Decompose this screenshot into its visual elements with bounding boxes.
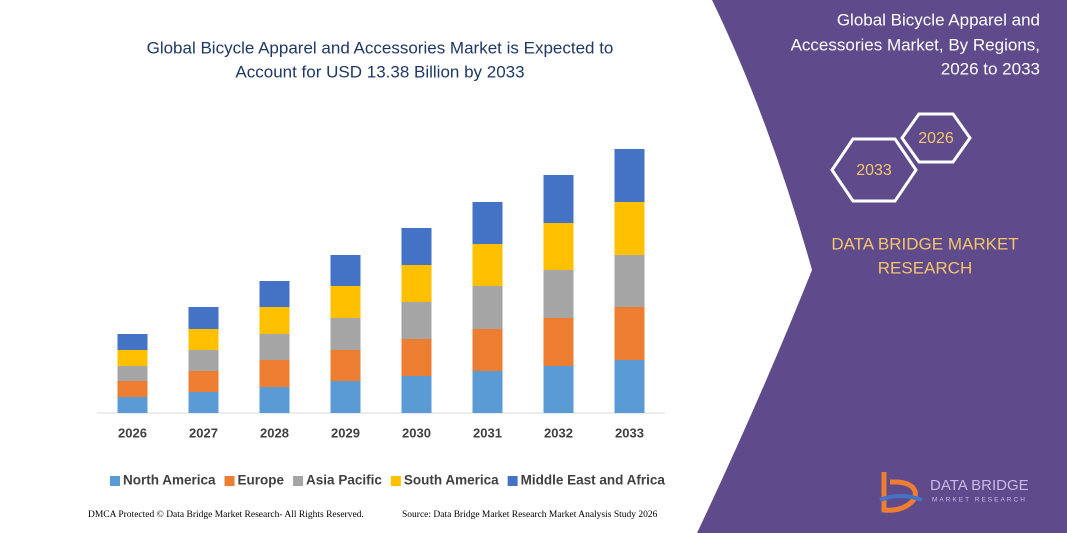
x-tick-label: 2026	[118, 425, 147, 440]
bar-segment	[472, 202, 503, 244]
footer-right: Source: Data Bridge Market Research Mark…	[402, 510, 658, 520]
legend-swatch	[110, 476, 120, 486]
bar-segment	[543, 175, 574, 223]
x-tick-label: 2027	[189, 425, 218, 440]
legend-swatch	[224, 476, 235, 486]
hexagon	[830, 137, 918, 203]
bar-segment	[401, 376, 432, 413]
bar-segment	[117, 397, 148, 413]
x-tick-label: 2030	[402, 425, 431, 440]
bar-segment	[543, 318, 574, 366]
bar-segment	[259, 281, 290, 307]
legend-label: Asia Pacific	[306, 473, 382, 488]
logo-mark	[879, 494, 923, 502]
bar-segment	[117, 334, 148, 350]
bar-segment	[330, 381, 361, 413]
legend-label: North America	[123, 473, 216, 488]
x-tick-label: 2032	[544, 425, 573, 440]
bar-segment	[330, 318, 361, 350]
legend-swatch	[293, 476, 304, 486]
bar-segment	[401, 265, 432, 302]
bar-segment	[472, 371, 503, 413]
bar-segment	[614, 202, 645, 255]
hexagon	[900, 112, 972, 164]
bar-segment	[330, 350, 361, 381]
x-tick-label: 2033	[615, 425, 644, 440]
bar-segment	[188, 392, 219, 413]
bar-segment	[117, 350, 148, 366]
panel-title: 2026 to 2033	[941, 59, 1040, 78]
brand: DATA BRIDGE MARKET	[831, 234, 1018, 253]
bar-segment	[401, 302, 432, 339]
logo: DATA BRIDGE MARKET RESEARCH	[879, 472, 1029, 513]
brand: RESEARCH	[878, 258, 972, 277]
bar-segment	[543, 270, 574, 318]
side-panel	[697, 0, 1067, 533]
legend-swatch	[507, 476, 518, 486]
legend-swatch	[390, 476, 401, 486]
x-tick-label: 2028	[260, 425, 289, 440]
bar-segment	[472, 329, 503, 371]
bar-segment	[330, 286, 361, 318]
bar-segment	[117, 366, 148, 381]
bar-segment	[472, 244, 503, 286]
x-tick-label: 2029	[331, 425, 360, 440]
bar-segment	[614, 255, 645, 307]
logo-name: DATA BRIDGE	[930, 477, 1029, 494]
bar-segment	[614, 360, 645, 413]
bar-segment	[472, 286, 503, 329]
bar-segment	[188, 329, 219, 350]
x-tick-label: 2031	[473, 425, 502, 440]
panel-title: Accessories Market, By Regions,	[791, 35, 1040, 54]
hexagon-label: 2033	[856, 162, 892, 179]
legend-label: Middle East and Africa	[521, 473, 666, 488]
legend-label: South America	[404, 473, 499, 488]
bar-segment	[259, 387, 290, 413]
bar-segment	[543, 366, 574, 413]
bar-segment	[330, 255, 361, 286]
legend-label: Europe	[238, 473, 285, 488]
bar-segment	[401, 228, 432, 265]
bar-segment	[543, 223, 574, 270]
bar-segment	[188, 307, 219, 329]
bar-segment	[188, 371, 219, 392]
bar-segment	[401, 339, 432, 376]
bar-segment	[117, 381, 148, 397]
panel-title: Global Bicycle Apparel and	[837, 10, 1040, 29]
logo-sub: MARKET RESEARCH	[932, 497, 1027, 504]
chart-title: Account for USD 13.38 Billion by 2033	[235, 62, 524, 81]
bar-segment	[259, 360, 290, 387]
hexagon-label: 2026	[918, 130, 954, 147]
bar-segment	[614, 307, 645, 360]
footer-left: DMCA Protected © Data Bridge Market Rese…	[88, 509, 364, 520]
bar-segment	[188, 350, 219, 371]
chart-title: Global Bicycle Apparel and Accessories M…	[147, 38, 614, 57]
bar-segment	[259, 334, 290, 360]
bar-segment	[614, 149, 645, 202]
bar-segment	[259, 307, 290, 334]
